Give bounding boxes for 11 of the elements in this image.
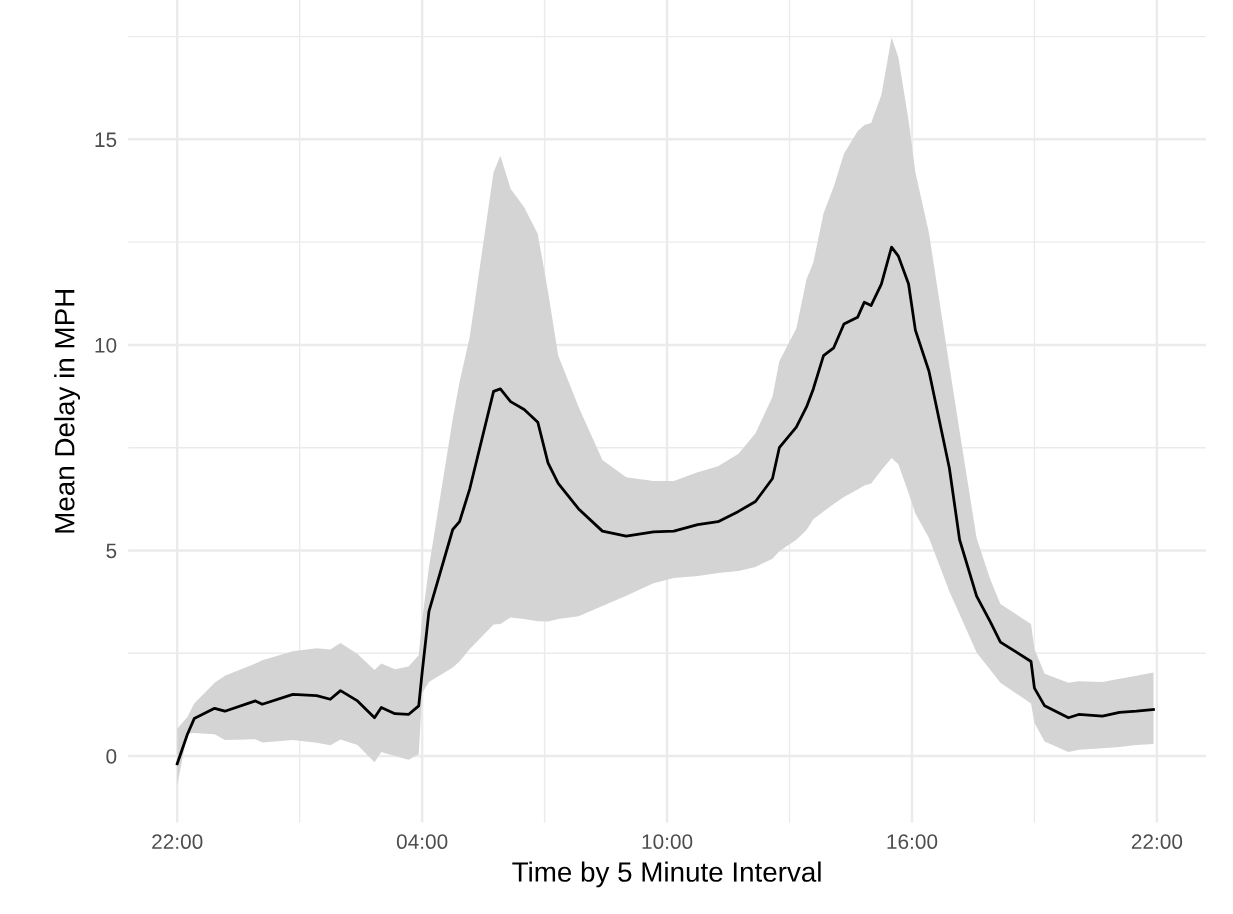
y-tick-label: 15 [95, 132, 117, 148]
x-tick-label: 22:00 [152, 834, 203, 850]
y-tick-label: 5 [106, 543, 117, 559]
y-tick-label: 10 [95, 337, 117, 353]
x-tick-label: 10:00 [642, 834, 693, 850]
y-tick-label: 0 [106, 749, 117, 764]
x-tick-label: 04:00 [396, 834, 448, 850]
y-axis-title: Mean Delay in MPH [54, 290, 81, 533]
x-tick-label: 16:00 [887, 834, 938, 850]
x-tick-label: 22:00 [1131, 834, 1183, 850]
x-axis-title: Time by 5 Minute Interval [512, 861, 821, 888]
